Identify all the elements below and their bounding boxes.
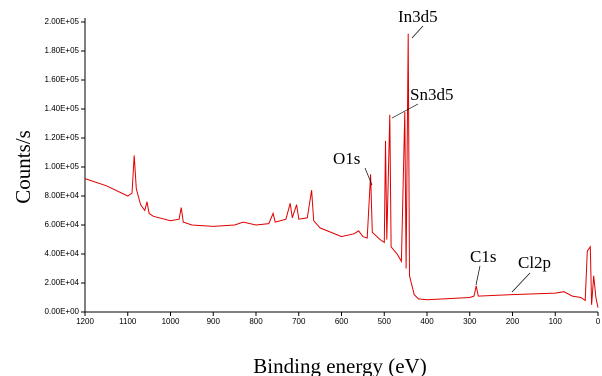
annotation-leader [475, 265, 481, 286]
x-tick-label: 200 [506, 317, 520, 326]
y-axis-label: Counts/s [11, 130, 35, 204]
annotation-leader [364, 167, 373, 186]
annotation: In3d5 [398, 7, 438, 26]
y-tick-label: 0.00E+00 [45, 307, 80, 316]
x-tick-label: 800 [249, 317, 263, 326]
y-tick-label: 1.60E+05 [45, 75, 80, 84]
x-axis-label: Binding energy (eV) [253, 354, 426, 376]
x-tick-label: 400 [420, 317, 434, 326]
x-tick-label: 100 [549, 317, 563, 326]
annotation: Cl2p [518, 253, 551, 272]
y-tick-label: 6.00E+04 [45, 220, 80, 229]
annotation: Sn3d5 [410, 85, 453, 104]
spectrum-line [84, 33, 599, 308]
y-tick-label: 1.80E+05 [45, 46, 80, 55]
annotation: C1s [470, 247, 496, 266]
x-tick-label: 1100 [119, 317, 137, 326]
y-tick-label: 1.40E+05 [45, 104, 80, 113]
y-tick-label: 1.20E+05 [45, 133, 80, 142]
y-tick-label: 4.00E+04 [45, 249, 80, 258]
y-tick-label: 2.00E+04 [45, 278, 80, 287]
x-tick-label: 300 [463, 317, 477, 326]
annotation-leader [511, 272, 531, 293]
x-tick-label: 700 [292, 317, 306, 326]
x-tick-label: 0 [596, 317, 601, 326]
x-tick-label: 900 [207, 317, 221, 326]
y-tick-label: 1.00E+05 [45, 162, 80, 171]
x-tick-label: 1200 [76, 317, 94, 326]
annotation-leader [411, 25, 424, 39]
y-tick-label: 2.00E+05 [45, 17, 80, 26]
annotation: O1s [333, 149, 360, 168]
x-tick-label: 1000 [162, 317, 180, 326]
annotation-leader [391, 103, 419, 119]
x-tick-label: 500 [378, 317, 392, 326]
y-tick-label: 8.00E+04 [45, 191, 80, 200]
x-tick-label: 600 [335, 317, 349, 326]
